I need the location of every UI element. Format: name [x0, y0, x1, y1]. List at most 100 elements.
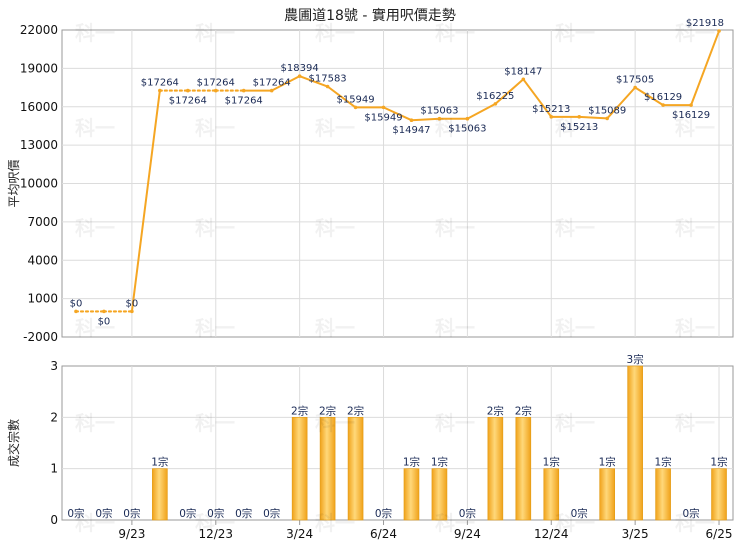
y-tick-label: -2000	[23, 330, 58, 344]
watermark-text: 科一	[555, 116, 595, 140]
bar-label: 0宗	[235, 507, 252, 520]
data-label: $18147	[504, 66, 542, 77]
bar	[152, 468, 168, 521]
watermark-text: 科一	[195, 511, 235, 535]
bar-label: 0宗	[375, 507, 392, 520]
data-point	[158, 88, 162, 93]
bar	[291, 417, 308, 521]
data-label: $0	[98, 316, 111, 327]
data-label: $17264	[253, 78, 291, 89]
watermark-text: 科一	[675, 21, 715, 45]
x-tick-label: 12/23	[198, 527, 233, 541]
bar	[319, 417, 336, 521]
watermark-text: 科一	[675, 216, 715, 240]
y-tick-label: 2	[50, 410, 58, 424]
data-point	[213, 88, 218, 93]
line-segment	[382, 106, 413, 122]
x-tick-label: 3/25	[622, 527, 649, 541]
data-label: $15063	[420, 106, 458, 117]
y-tick-label: 1	[50, 462, 58, 476]
data-label: $21918	[686, 18, 724, 29]
watermark-text: 科一	[315, 21, 355, 45]
data-point	[689, 103, 693, 107]
line-segment	[270, 75, 301, 92]
bar-label: 0宗	[123, 507, 140, 520]
data-label: $17583	[309, 74, 347, 85]
data-label: $17264	[197, 78, 235, 89]
bar-label: 0宗	[459, 507, 476, 520]
watermark-text: 科一	[435, 511, 475, 535]
watermark-text: 科一	[315, 316, 355, 340]
watermark-text: 科一	[195, 316, 235, 340]
data-point	[325, 84, 330, 89]
y-axis-label: 平均呎價	[7, 159, 21, 207]
data-point	[297, 74, 302, 78]
watermark-text: 科一	[555, 316, 595, 340]
bar-label: 2宗	[347, 404, 364, 417]
bar-label: 0宗	[571, 507, 588, 520]
data-point	[130, 309, 134, 314]
data-label: $15089	[588, 105, 626, 116]
bar	[543, 468, 560, 521]
watermark-text: 科一	[315, 511, 355, 535]
data-point	[633, 85, 637, 90]
data-point	[409, 118, 414, 123]
watermark-text: 科一	[195, 116, 235, 140]
data-point	[549, 115, 554, 119]
x-tick-label: 6/24	[370, 527, 397, 541]
data-label: $0	[126, 298, 139, 309]
price-line-panel: -2000 1000 4000 7000 10000 13000 16000 19000 220…	[7, 18, 734, 344]
y-tick-label: 0	[50, 513, 58, 527]
bar-label: 2宗	[487, 404, 504, 417]
y-tick-label: 10000	[20, 177, 58, 191]
data-label: $17264	[141, 78, 179, 89]
data-point	[521, 77, 526, 82]
data-label: $16129	[672, 110, 710, 121]
data-point	[465, 116, 470, 121]
bar-label: 0宗	[682, 507, 699, 520]
watermark-text: 科一	[435, 21, 475, 45]
watermark-text: 科一	[675, 411, 715, 435]
data-point	[717, 29, 721, 33]
data-point	[269, 88, 274, 93]
watermark-text: 科一	[195, 21, 235, 45]
data-label: $0	[70, 298, 83, 309]
y-tick-label: 22000	[20, 23, 58, 37]
y-tick-label: 16000	[20, 100, 58, 114]
watermark-text: 科一	[555, 21, 595, 45]
watermark-text: 科一	[75, 116, 115, 140]
watermark-text: 科一	[75, 216, 115, 240]
watermark-text: 科一	[555, 511, 595, 535]
bar-label: 1宗	[431, 456, 448, 469]
data-label: $15213	[560, 122, 598, 133]
bar-label: 1宗	[151, 456, 168, 469]
bar-label: 1宗	[599, 456, 616, 469]
data-point	[353, 105, 358, 110]
bar-label: 1宗	[655, 456, 672, 469]
plot-area-frame	[61, 365, 734, 521]
line-segment	[130, 89, 161, 313]
bar	[711, 468, 727, 521]
data-label: $17505	[616, 74, 654, 85]
y-tick-label: 19000	[20, 61, 58, 75]
x-tick-label: 6/25	[706, 527, 733, 541]
watermark-text: 科一	[435, 116, 475, 140]
x-tick-label: 12/24	[534, 527, 569, 541]
bar-label: 1宗	[543, 456, 560, 469]
watermark-text: 科一	[675, 511, 715, 535]
watermark-text: 科一	[555, 411, 595, 435]
bar	[487, 417, 504, 521]
y-tick-label: 3	[50, 359, 58, 373]
bar-label: 1宗	[403, 456, 420, 469]
bar-label: 0宗	[179, 507, 196, 520]
bar-label: 3宗	[627, 353, 644, 366]
x-tick-label: 3/24	[286, 527, 313, 541]
watermark-text: 科一	[195, 216, 235, 240]
watermark-text: 科一	[75, 511, 115, 535]
line-segment	[634, 86, 665, 107]
watermark-text: 科一	[435, 216, 475, 240]
bar	[431, 468, 448, 521]
data-label: $16129	[644, 92, 682, 103]
data-point	[74, 309, 78, 314]
